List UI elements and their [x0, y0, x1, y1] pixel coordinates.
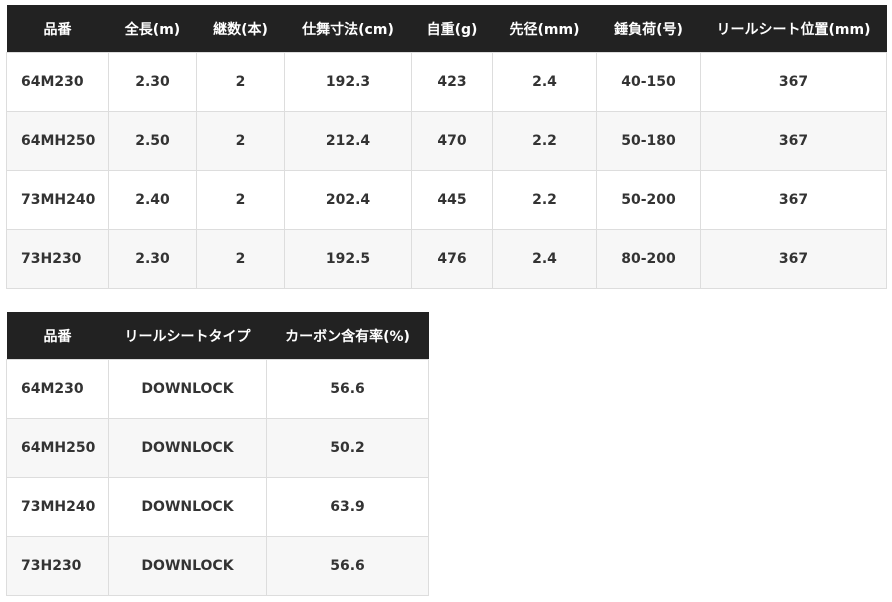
table-cell: 470: [411, 111, 493, 171]
table-cell: 367: [700, 111, 887, 171]
table-cell: 50-200: [596, 170, 701, 230]
column-header: リールシートタイプ: [108, 312, 267, 360]
table-cell: 2.4: [492, 52, 597, 112]
column-header: 全長(m): [108, 5, 197, 53]
model-cell: 64MH250: [6, 418, 109, 478]
table-cell: DOWNLOCK: [108, 418, 267, 478]
table-row: 73H230 DOWNLOCK 56.6: [6, 536, 429, 596]
table-row: 64M230 2.30 2 192.3 423 2.4 40-150 367: [6, 52, 887, 112]
table-header-row: 品番 全長(m) 継数(本) 仕舞寸法(cm) 自重(g) 先径(mm) 錘負荷(号) リール…: [6, 5, 887, 53]
table-cell: 2.2: [492, 111, 597, 171]
table-cell: 2: [196, 52, 285, 112]
model-cell: 73H230: [6, 229, 109, 289]
column-header: リールシート位置(mm): [700, 5, 887, 53]
table-cell: 367: [700, 229, 887, 289]
table-cell: 63.9: [266, 477, 429, 537]
model-cell: 64MH250: [6, 111, 109, 171]
table-cell: 2.30: [108, 229, 197, 289]
table-cell: 80-200: [596, 229, 701, 289]
table-row: 64MH250 DOWNLOCK 50.2: [6, 418, 429, 478]
table-cell: 2.4: [492, 229, 597, 289]
table-cell: 40-150: [596, 52, 701, 112]
column-header: 継数(本): [196, 5, 285, 53]
model-cell: 64M230: [6, 52, 109, 112]
column-header: 錘負荷(号): [596, 5, 701, 53]
table-cell: 2.2: [492, 170, 597, 230]
table-cell: 2.30: [108, 52, 197, 112]
table-cell: 367: [700, 52, 887, 112]
table-cell: 202.4: [284, 170, 412, 230]
table-row: 73MH240 2.40 2 202.4 445 2.2 50-200 367: [6, 170, 887, 230]
reel-seat-table: 品番 リールシートタイプ カーボン含有率(%) 64M230 DOWNLOCK 56.6…: [6, 312, 429, 596]
table-cell: 2: [196, 111, 285, 171]
model-cell: 64M230: [6, 359, 109, 419]
model-cell: 73H230: [6, 536, 109, 596]
table-cell: DOWNLOCK: [108, 359, 267, 419]
table-cell: 445: [411, 170, 493, 230]
table-row: 73H230 2.30 2 192.5 476 2.4 80-200 367: [6, 229, 887, 289]
table-cell: 2.40: [108, 170, 197, 230]
column-header: 先径(mm): [492, 5, 597, 53]
table-cell: DOWNLOCK: [108, 477, 267, 537]
table-cell: 476: [411, 229, 493, 289]
table-row: 64M230 DOWNLOCK 56.6: [6, 359, 429, 419]
table-row: 73MH240 DOWNLOCK 63.9: [6, 477, 429, 537]
table-row: 64MH250 2.50 2 212.4 470 2.2 50-180 367: [6, 111, 887, 171]
column-header: 品番: [6, 5, 109, 53]
table-cell: 367: [700, 170, 887, 230]
column-header: 品番: [6, 312, 109, 360]
table-cell: 192.3: [284, 52, 412, 112]
table-cell: 2: [196, 170, 285, 230]
column-header: 仕舞寸法(cm): [284, 5, 412, 53]
model-cell: 73MH240: [6, 170, 109, 230]
table-cell: 212.4: [284, 111, 412, 171]
table-cell: 50-180: [596, 111, 701, 171]
table-header-row: 品番 リールシートタイプ カーボン含有率(%): [6, 312, 429, 360]
table-cell: 2.50: [108, 111, 197, 171]
column-header: 自重(g): [411, 5, 493, 53]
table-cell: 2: [196, 229, 285, 289]
table-cell: 50.2: [266, 418, 429, 478]
spec-table: 品番 全長(m) 継数(本) 仕舞寸法(cm) 自重(g) 先径(mm) 錘負荷(号) リール…: [6, 5, 887, 289]
model-cell: 73MH240: [6, 477, 109, 537]
table-cell: 423: [411, 52, 493, 112]
table-cell: 56.6: [266, 359, 429, 419]
column-header: カーボン含有率(%): [266, 312, 429, 360]
table-cell: DOWNLOCK: [108, 536, 267, 596]
table-cell: 56.6: [266, 536, 429, 596]
table-cell: 192.5: [284, 229, 412, 289]
